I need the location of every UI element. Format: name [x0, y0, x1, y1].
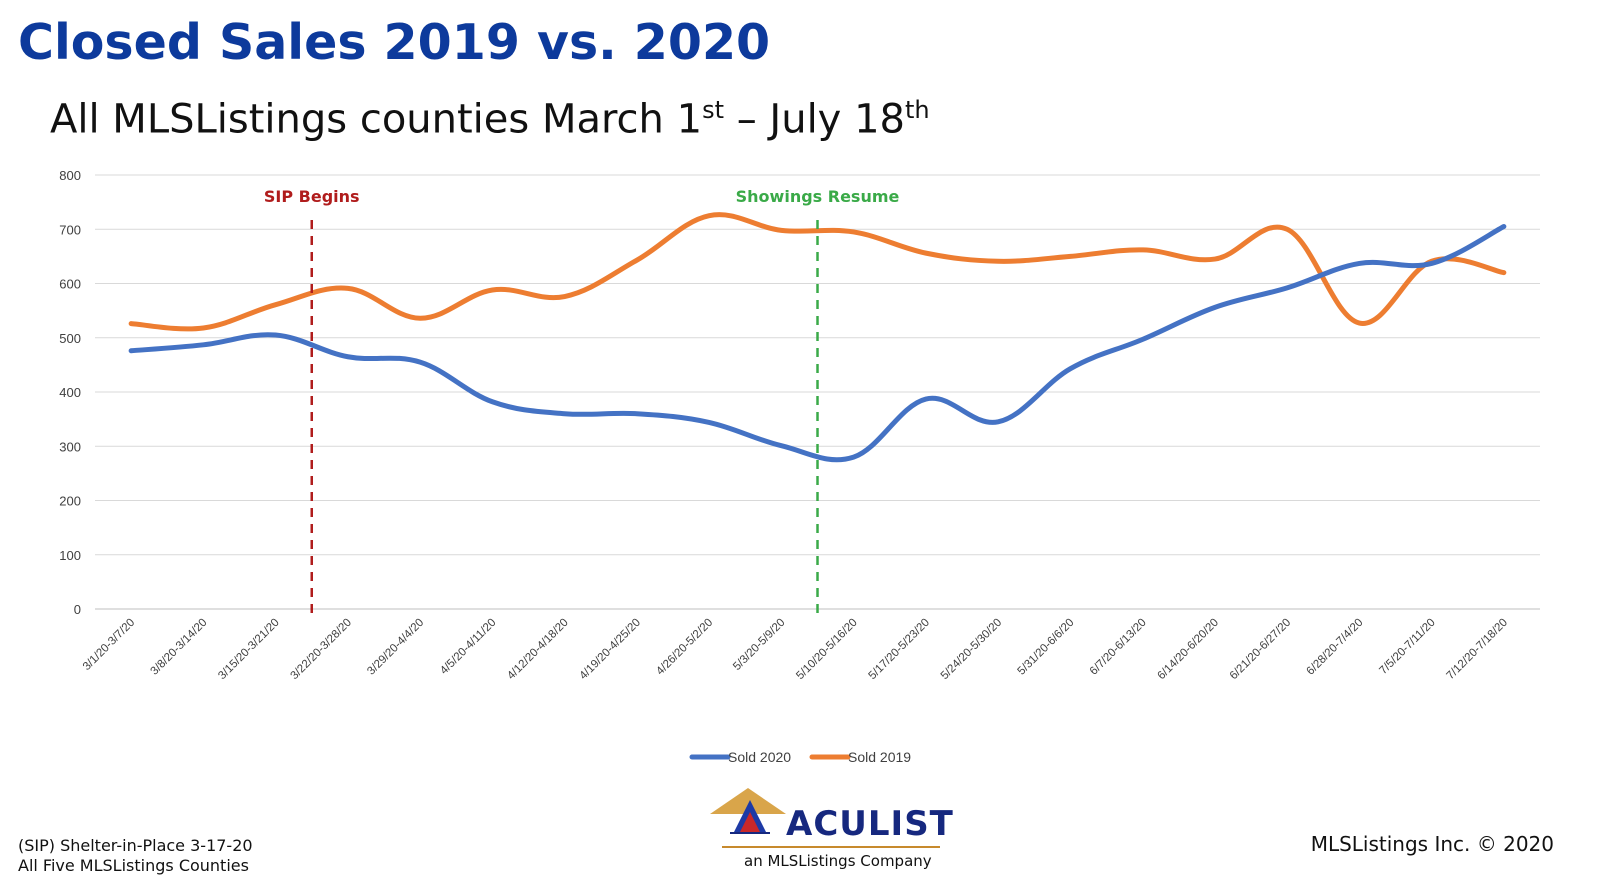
x-tick-label: 6/28/20-7/4/20 [1305, 617, 1366, 678]
logo-tagline: an MLSListings Company [744, 852, 932, 870]
x-tick-label: 4/12/20-4/18/20 [505, 617, 570, 682]
x-tick-label: 5/10/20-5/16/20 [794, 617, 859, 682]
footnote-line-counties: All Five MLSListings Counties [18, 856, 249, 875]
x-tick-label: 3/22/20-3/28/20 [289, 617, 354, 682]
page-title: Closed Sales 2019 vs. 2020 [18, 14, 771, 71]
x-tick-label: 7/12/20-7/18/20 [1445, 617, 1510, 682]
y-tick-label: 500 [59, 331, 81, 346]
page-subtitle: All MLSListings counties March 1st – Jul… [50, 96, 930, 142]
x-tick-label: 3/15/20-3/21/20 [216, 617, 281, 682]
y-tick-label: 0 [74, 602, 81, 617]
x-tick-label: 6/14/20-6/20/20 [1156, 617, 1221, 682]
y-tick-label: 800 [59, 168, 81, 183]
legend-label-1: Sold 2019 [848, 749, 911, 765]
x-tick-label: 6/21/20-6/27/20 [1228, 617, 1293, 682]
x-tick-label: 3/1/20-3/7/20 [81, 617, 137, 673]
y-tick-label: 600 [59, 277, 81, 292]
x-tick-label: 4/5/20-4/11/20 [438, 617, 498, 677]
x-tick-label: 6/7/20-6/13/20 [1088, 617, 1149, 678]
series-line-sold-2020 [128, 224, 1507, 463]
logo-wordmark: ACULIST [786, 804, 954, 844]
y-tick-label: 300 [59, 439, 81, 454]
x-tick-label: 4/19/20-4/25/20 [578, 617, 643, 682]
logo-divider [722, 846, 940, 848]
aculist-logo: ACULIST an MLSListings Company [710, 788, 953, 878]
x-tick-label: 7/5/20-7/11/20 [1377, 617, 1437, 677]
x-tick-label: 5/3/20-5/9/20 [731, 617, 787, 673]
x-tick-label: 5/17/20-5/23/20 [867, 617, 932, 682]
subtitle-text: All MLSListings counties March 1 [50, 96, 703, 143]
y-tick-label: 400 [59, 385, 81, 400]
footnote-line-sip: (SIP) Shelter-in-Place 3-17-20 [18, 836, 253, 855]
subtitle-superscript-th: th [904, 96, 930, 124]
series-line-sold-2019 [128, 212, 1507, 332]
footnote: (SIP) Shelter-in-Place 3-17-20 All Five … [18, 836, 253, 876]
subtitle-superscript-st: st [702, 96, 724, 124]
x-tick-label: 4/26/20-5/2/20 [654, 617, 715, 678]
y-tick-label: 700 [59, 222, 81, 237]
x-tick-label: 5/24/20-5/30/20 [939, 617, 1004, 682]
y-tick-label: 200 [59, 494, 81, 509]
annotation-label-0: SIP Begins [264, 187, 360, 206]
x-tick-label: 3/29/20-4/4/20 [365, 617, 426, 678]
house-roof-logo-icon [710, 788, 786, 834]
x-tick-label: 3/8/20-3/14/20 [149, 617, 210, 678]
annotation-label-1: Showings Resume [736, 187, 900, 206]
legend-label-0: Sold 2020 [728, 749, 791, 765]
copyright: MLSListings Inc. © 2020 [1310, 832, 1554, 856]
y-tick-label: 100 [59, 548, 81, 563]
subtitle-text-middle: – July 18 [723, 96, 905, 143]
x-tick-label: 5/31/20-6/6/20 [1016, 617, 1077, 678]
